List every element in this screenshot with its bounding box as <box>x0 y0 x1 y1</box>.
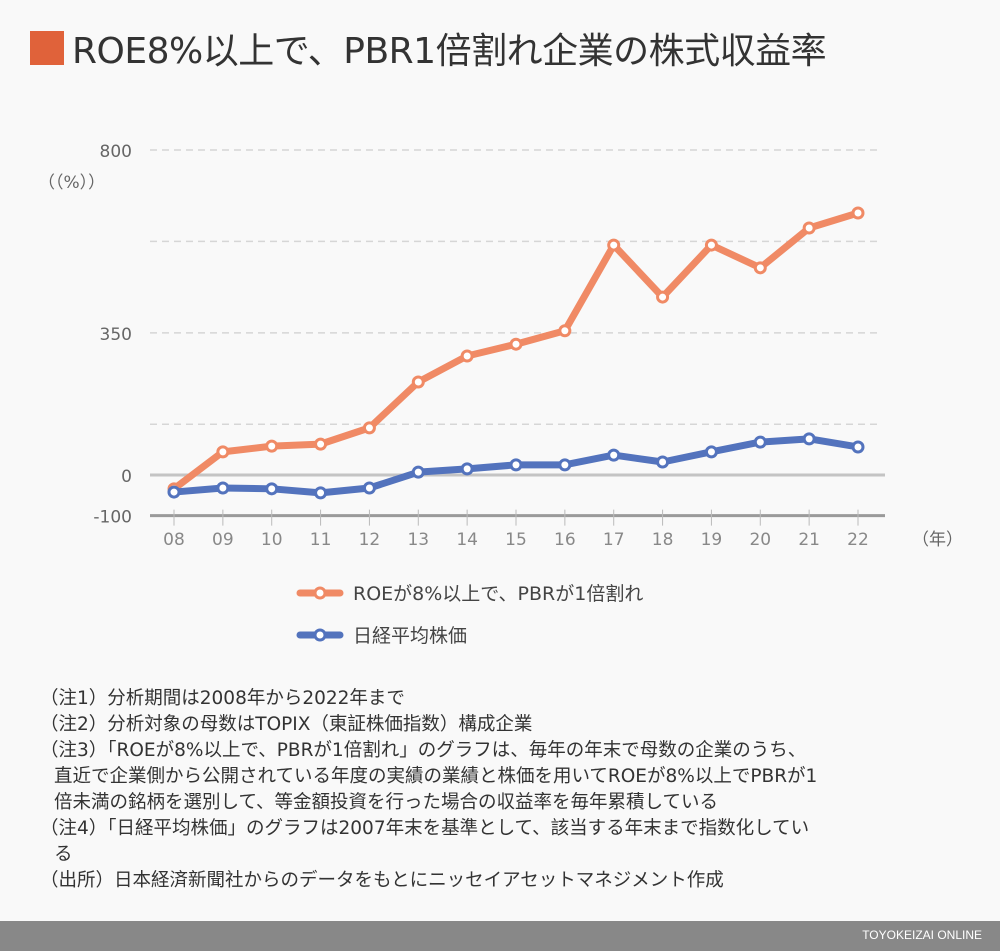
data-point <box>314 437 328 451</box>
legend-label: 日経平均株価 <box>353 625 467 647</box>
y-tick-label: 350 <box>100 325 132 345</box>
data-point <box>704 445 718 459</box>
note: （注4）「日経平均株価」のグラフは2007年末を基準として、該当する年末まで指数… <box>40 818 810 839</box>
notes: （注1）分析期間は2008年から2022年まで （注2）分析対象の母数はTOPI… <box>40 686 817 894</box>
x-tick-label: 18 <box>652 530 674 550</box>
data-point <box>656 290 670 304</box>
data-point <box>265 439 279 453</box>
data-point <box>362 421 376 435</box>
data-point <box>558 324 572 338</box>
data-point <box>851 440 865 454</box>
y-tick-label: 800 <box>100 142 132 162</box>
data-point <box>753 261 767 275</box>
legend-marker <box>313 628 327 642</box>
x-axis-label: （年） <box>912 530 963 550</box>
x-tick-label: 08 <box>163 530 185 550</box>
data-point <box>509 337 523 351</box>
data-point <box>802 432 816 446</box>
x-tick-label: 22 <box>847 530 869 550</box>
data-point <box>704 238 718 252</box>
x-tick-label: 16 <box>554 530 576 550</box>
note: （注3）「ROEが8%以上で、PBRが1倍割れ」のグラフは、毎年の年末で母数の企… <box>40 740 807 761</box>
x-tick-label: 10 <box>261 530 283 550</box>
data-point <box>607 238 621 252</box>
x-tick-label: 13 <box>407 530 429 550</box>
x-tick-label: 17 <box>603 530 625 550</box>
line-chart: 800 350 0 -100 （（%）） 08 09 10 11 12 13 14 15 16 17 18 19… <box>38 142 963 647</box>
title-text: ROE8%以上で、PBR1倍割れ企業の株式収益率 <box>72 31 827 72</box>
y-tick-label: -100 <box>93 508 132 528</box>
x-tick-label: 15 <box>505 530 527 550</box>
note: （注2）分析対象の母数はTOPIX（東証株価指数）構成企業 <box>40 714 533 735</box>
footer-brand: TOYOKEIZAI ONLINE <box>862 928 982 942</box>
x-tick-label: 20 <box>749 530 771 550</box>
x-tick-label: 12 <box>359 530 381 550</box>
data-point <box>656 455 670 469</box>
note: る <box>54 844 73 865</box>
data-point <box>509 458 523 472</box>
data-point <box>558 458 572 472</box>
data-point <box>753 435 767 449</box>
data-point <box>265 482 279 496</box>
data-point <box>216 445 230 459</box>
y-axis-label: （（%）） <box>38 173 105 193</box>
x-tick-label: 09 <box>212 530 234 550</box>
x-tick-label: 21 <box>798 530 820 550</box>
data-point <box>314 486 328 500</box>
x-tick-label: 19 <box>701 530 723 550</box>
note: （注1）分析期間は2008年から2022年まで <box>40 688 405 709</box>
data-point <box>167 485 181 499</box>
note: 倍未満の銘柄を選別して、等金額投資を行った場合の収益率を毎年累積している <box>54 792 718 813</box>
legend-marker <box>313 586 327 600</box>
note: （出所）日本経済新聞社からのデータをもとにニッセイアセットマネジメント作成 <box>40 870 724 891</box>
note: 直近で企業側から公開されている年度の実績の業績と株価を用いてROEが8%以上でP… <box>54 766 818 787</box>
footer: TOYOKEIZAI ONLINE <box>0 921 1000 951</box>
data-point <box>460 349 474 363</box>
title-square-icon <box>30 31 64 65</box>
data-point <box>411 375 425 389</box>
x-tick-label: 14 <box>456 530 478 550</box>
x-tick-label: 11 <box>310 530 332 550</box>
y-tick-label: 0 <box>121 467 132 487</box>
data-point <box>607 448 621 462</box>
legend-label: ROEが8%以上で、PBRが1倍割れ <box>353 583 643 605</box>
chart-title: ROE8%以上で、PBR1倍割れ企業の株式収益率 <box>30 22 827 74</box>
data-point <box>362 481 376 495</box>
data-point <box>411 465 425 479</box>
data-point <box>460 462 474 476</box>
data-point <box>851 206 865 220</box>
data-point <box>216 481 230 495</box>
data-point <box>802 221 816 235</box>
